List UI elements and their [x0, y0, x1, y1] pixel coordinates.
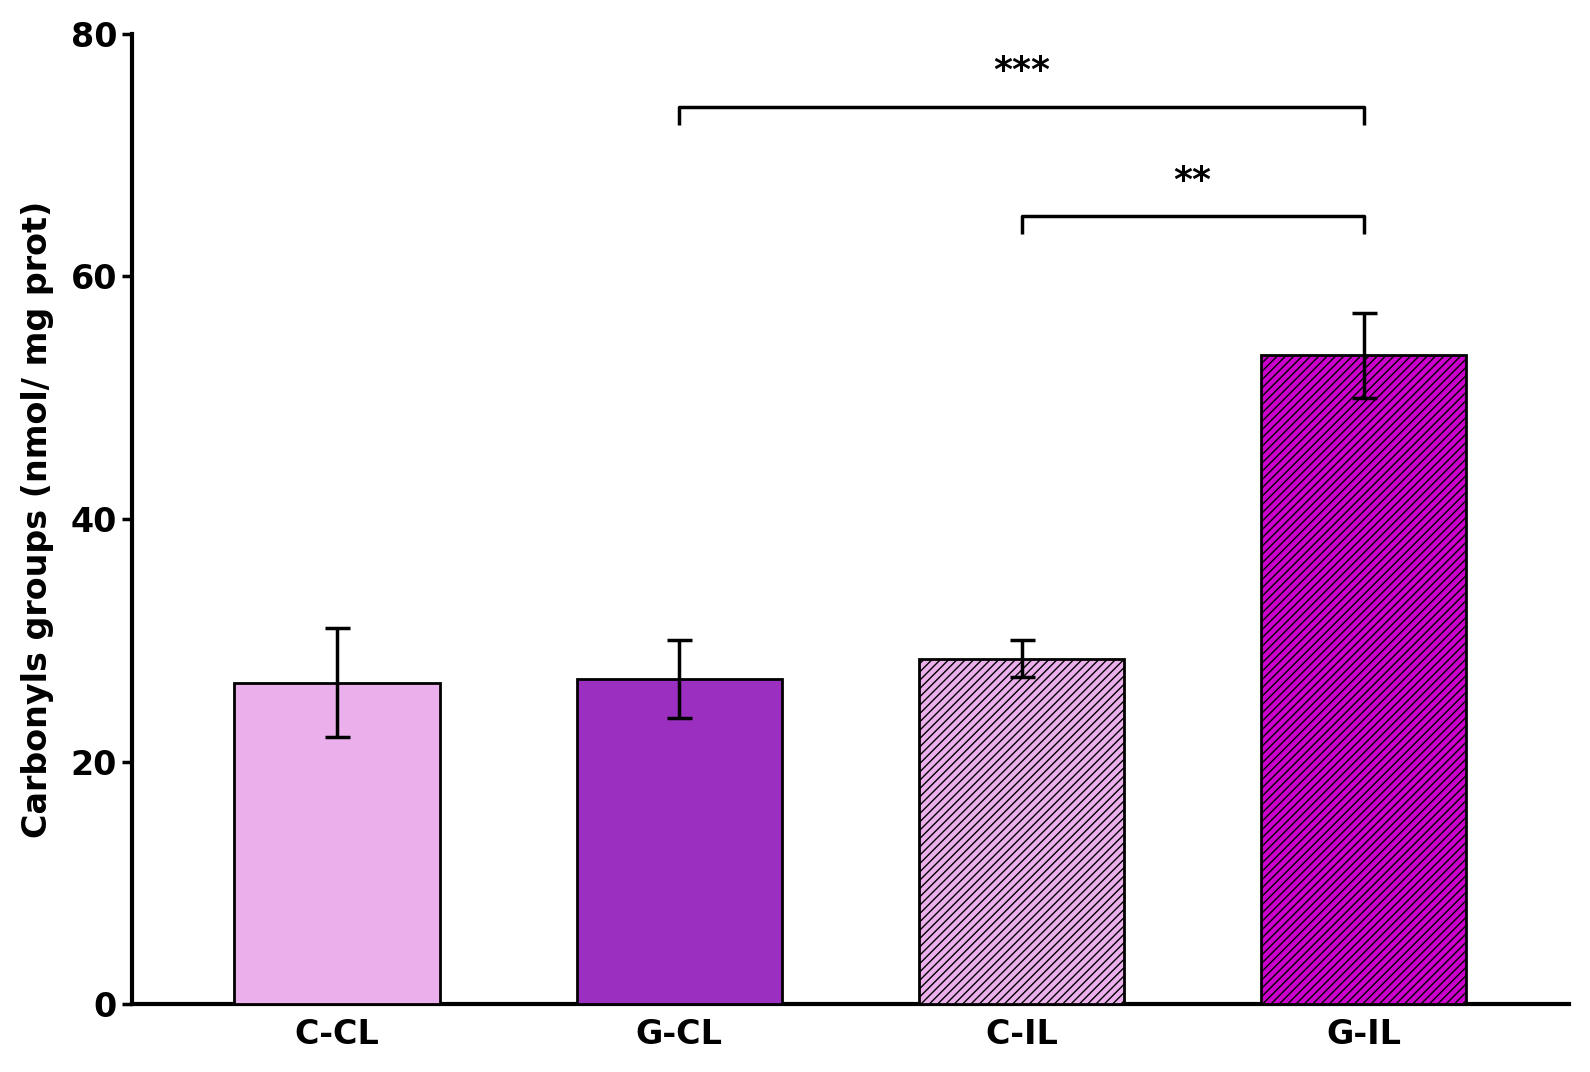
Text: ***: *** — [994, 55, 1049, 88]
Bar — [1261, 355, 1466, 1004]
Bar — [577, 680, 782, 1004]
Y-axis label: Carbonyls groups (nmol/ mg prot): Carbonyls groups (nmol/ mg prot) — [21, 200, 54, 837]
Bar — [234, 683, 440, 1004]
Text: **: ** — [1173, 164, 1212, 197]
Bar — [919, 658, 1124, 1004]
